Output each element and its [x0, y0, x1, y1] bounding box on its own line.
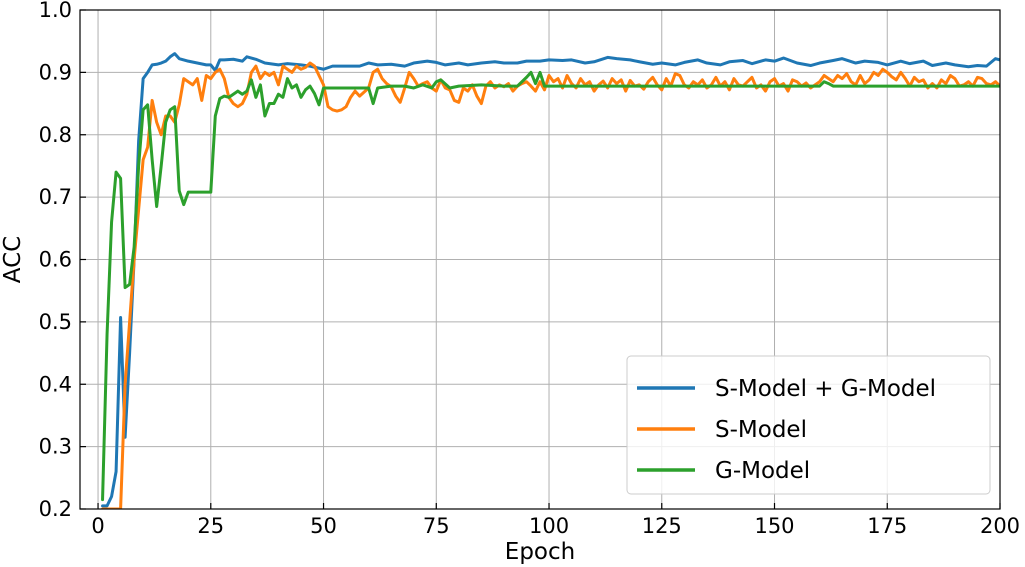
y-axis-label: ACC [0, 236, 26, 283]
x-axis-label: Epoch [505, 539, 575, 565]
series-line-3 [101, 70, 1000, 502]
x-tick-label: 25 [197, 514, 224, 538]
legend-item: S-Model + G-Model [637, 376, 936, 402]
x-tick-label: 150 [754, 514, 794, 538]
y-tick-label: 0.7 [39, 185, 72, 209]
y-tick-label: 0.8 [39, 123, 72, 147]
y-tick-label: 0.6 [39, 248, 72, 272]
x-tick-label: 125 [642, 514, 682, 538]
x-tick-label: 0 [91, 514, 104, 538]
legend-item: G-Model [637, 458, 810, 484]
legend-item: S-Model [637, 417, 807, 443]
legend-label: G-Model [715, 458, 810, 484]
tick-marks [80, 9, 1001, 510]
series-lines [101, 52, 1000, 509]
series-line-2 [101, 61, 1000, 509]
x-tick-label: 75 [423, 514, 450, 538]
y-tick-label: 0.9 [39, 60, 72, 84]
series-line-1 [101, 52, 1000, 508]
legend-items: S-Model + G-Model S-Model G-Model [637, 376, 936, 484]
y-tick-label: 1.0 [39, 0, 72, 22]
y-tick-label: 0.2 [39, 497, 72, 521]
y-tick-label: 0.5 [39, 310, 72, 334]
y-tick-label: 0.4 [39, 372, 72, 396]
x-tick-label: 50 [310, 514, 337, 538]
legend-label: S-Model + G-Model [715, 376, 936, 402]
x-tick-labels: 0 25 50 75 100 125 150 175 200 [91, 514, 1020, 538]
x-tick-label: 100 [529, 514, 569, 538]
y-tick-labels: 0.2 0.3 0.4 0.5 0.6 0.7 0.8 0.9 1.0 [39, 0, 72, 521]
x-tick-label: 200 [980, 514, 1020, 538]
legend: S-Model + G-Model S-Model G-Model [626, 355, 991, 495]
x-tick-label: 175 [867, 514, 907, 538]
y-tick-label: 0.3 [39, 435, 72, 459]
legend-box [626, 355, 991, 495]
legend-label: S-Model [715, 417, 807, 443]
